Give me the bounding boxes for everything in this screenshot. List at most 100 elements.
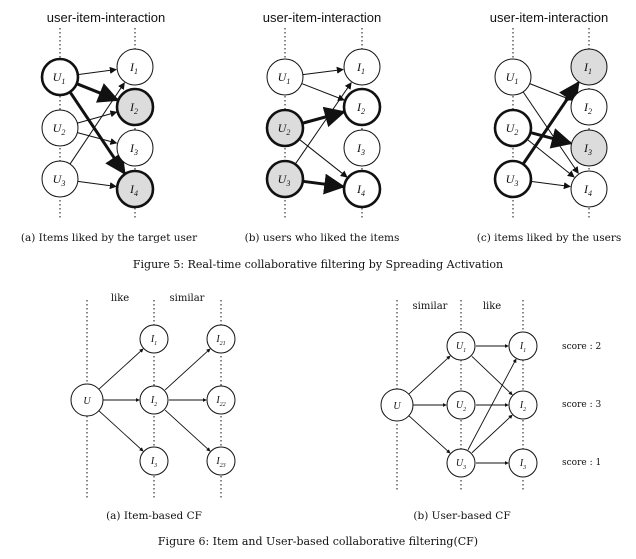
user-node: [265, 108, 305, 148]
item-node: [139, 324, 169, 354]
node-letter: I: [150, 395, 155, 406]
edge-arrow: [302, 106, 346, 128]
node-subscript: 3: [462, 465, 466, 471]
node-subscript: 1: [514, 77, 518, 86]
node-subscript: 2: [463, 407, 466, 413]
user-node: [380, 388, 414, 422]
edge-arrow: [467, 358, 517, 450]
edge-arrow: [522, 80, 580, 165]
edge-arrow: [407, 355, 451, 396]
node-letter: I: [356, 141, 362, 155]
edge-arrow: [301, 83, 345, 102]
edge-arrow: [471, 414, 513, 454]
item-node: [508, 331, 538, 361]
node-label: I21: [215, 334, 225, 347]
node-letter: U: [393, 401, 401, 412]
node-label: U3: [456, 458, 466, 471]
user-node: [493, 108, 533, 148]
node-subscript: 2: [514, 128, 518, 137]
node-letter: I: [215, 334, 220, 345]
edge-arrow: [407, 414, 451, 454]
node-label: I3: [150, 456, 157, 469]
panel-b-caption: (b) users who liked the items: [245, 232, 400, 244]
node-letter: U: [506, 121, 516, 135]
node-label: U: [393, 401, 401, 412]
node-letter: I: [356, 182, 362, 196]
node-subscript: 1: [588, 67, 592, 76]
item-node: [342, 87, 382, 127]
node-label: U2: [456, 400, 466, 413]
node-letter: U: [456, 458, 464, 469]
score-label: score : 1: [562, 458, 601, 468]
node-letter: U: [53, 70, 63, 84]
node-label: U3: [53, 172, 66, 188]
item-based-caption: (a) Item-based CF: [106, 510, 202, 522]
edge-arrow: [298, 138, 348, 178]
similar-label: similar: [170, 293, 205, 304]
node-subscript: 1: [523, 348, 526, 354]
node-subscript: 1: [61, 77, 65, 86]
node-letter: U: [278, 70, 288, 84]
node-label: I1: [519, 341, 526, 354]
node-label: I2: [129, 100, 138, 116]
node-label: I23: [215, 456, 225, 469]
node-label: U1: [278, 70, 291, 86]
similar-label: similar: [413, 301, 448, 312]
node-subscript: 2: [286, 128, 290, 137]
user-node: [41, 160, 79, 198]
user-node: [265, 159, 305, 199]
node-letter: I: [519, 400, 524, 411]
edge-arrow: [97, 409, 144, 452]
user-node: [494, 58, 532, 96]
node-letter: I: [215, 395, 220, 406]
node-letter: I: [519, 458, 524, 469]
node-label: U1: [456, 341, 466, 354]
node-letter: U: [506, 172, 516, 186]
similar-item-node: [206, 385, 236, 415]
node-letter: U: [506, 70, 516, 84]
node-label: U2: [506, 121, 519, 137]
panel-b-header: user-item-interaction: [263, 10, 382, 25]
node-label: I2: [356, 100, 365, 116]
node-label: U1: [53, 70, 66, 86]
node-letter: I: [583, 182, 589, 196]
edge-arrow: [77, 110, 118, 124]
node-label: I3: [519, 458, 526, 471]
panel-c-header: user-item-interaction: [490, 10, 609, 25]
node-subscript: 3: [587, 148, 592, 157]
node-label: I1: [356, 60, 365, 76]
similar-user-node: [446, 390, 476, 420]
node-label: I4: [129, 182, 138, 198]
edge-arrow: [77, 180, 117, 190]
similar-item-node: [206, 324, 236, 354]
node-letter: U: [278, 121, 288, 135]
item-node: [115, 169, 155, 209]
item-node: [139, 446, 169, 476]
user-node: [266, 58, 304, 96]
score-label: score : 3: [562, 400, 601, 410]
node-label: I3: [583, 141, 592, 157]
user-node: [70, 383, 104, 417]
node-letter: I: [583, 141, 589, 155]
node-subscript: 23: [220, 463, 226, 469]
item-node: [343, 48, 381, 86]
edge-arrow: [294, 82, 352, 165]
node-label: I1: [583, 60, 592, 76]
user-node: [493, 159, 533, 199]
node-label: U1: [506, 70, 519, 86]
node-subscript: 3: [522, 465, 526, 471]
item-node: [508, 448, 538, 478]
edge-arrow: [69, 82, 125, 165]
edge-arrow: [530, 128, 573, 149]
edge-arrow: [69, 91, 126, 175]
node-letter: I: [583, 60, 589, 74]
node-letter: I: [129, 60, 135, 74]
edge-arrow: [530, 180, 571, 190]
node-subscript: 3: [513, 179, 518, 188]
item-node: [570, 170, 608, 208]
node-subscript: 1: [286, 77, 290, 86]
node-label: U3: [278, 172, 291, 188]
